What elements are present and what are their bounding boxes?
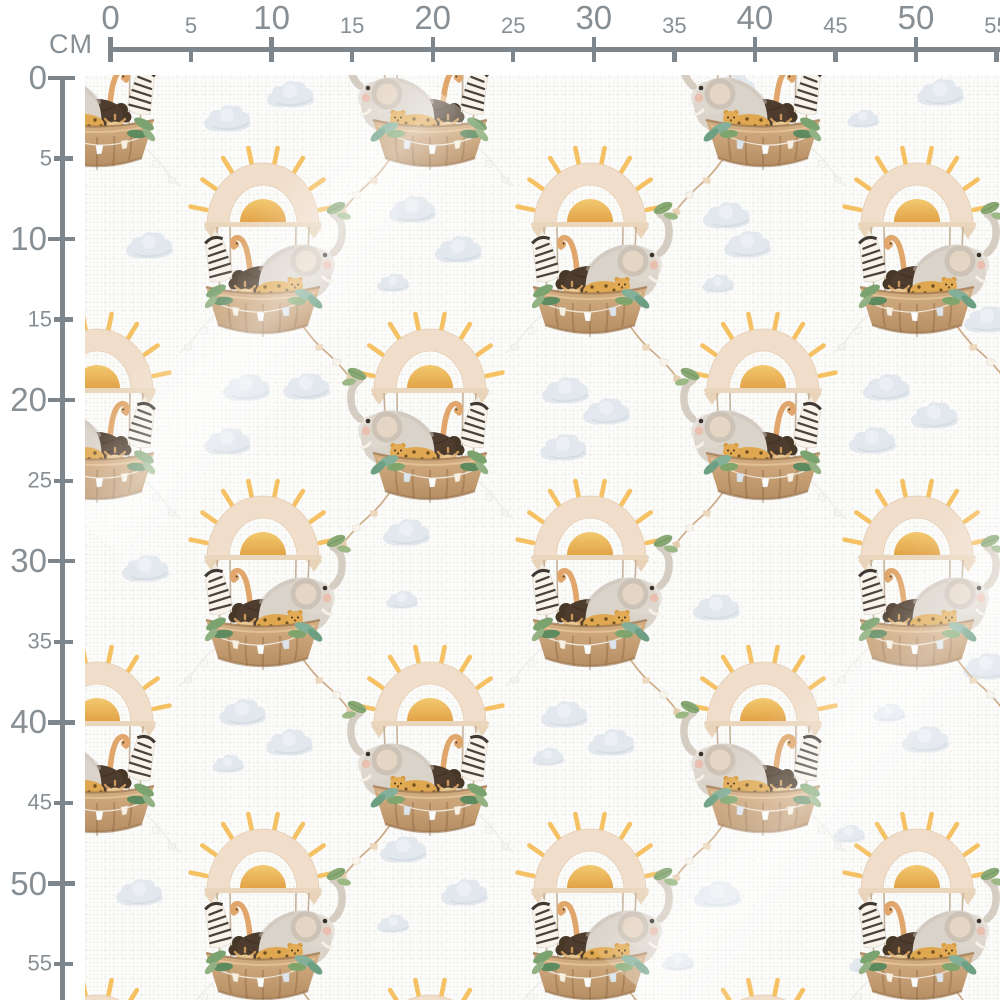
- cloud-motif: [587, 728, 636, 757]
- ruler-left-tick: [54, 800, 73, 806]
- cloud-motif: [266, 80, 315, 109]
- ruler-left-tick: [54, 961, 73, 967]
- hot-air-balloon-safari-motif: [151, 809, 375, 1000]
- ruler-top-tick: [994, 47, 999, 62]
- ruler-top-tick-label: 45: [823, 13, 848, 38]
- hot-air-balloon-safari-motif: [651, 975, 875, 1000]
- ruler-left-tick-label: 20: [10, 381, 47, 419]
- ruler-top-tick: [752, 37, 758, 62]
- cloud-motif: [203, 104, 252, 133]
- cloud-motif: [434, 235, 483, 264]
- cloud-motif: [376, 272, 410, 292]
- cloud-motif: [265, 728, 314, 757]
- ruler-top-tick-label: 15: [339, 13, 365, 38]
- hot-air-balloon-safari-motif: [318, 975, 542, 1000]
- cloud-motif: [916, 78, 965, 107]
- ruler-left-tick-label: 30: [10, 542, 47, 580]
- ruler-top-tick-label: 35: [662, 13, 687, 38]
- ruler-top-tick: [591, 37, 596, 62]
- cloud-motif: [211, 753, 245, 773]
- cloud-motif: [701, 273, 735, 293]
- ruler-left-tick: [48, 881, 75, 886]
- ruler-left-tick-label: 50: [10, 864, 47, 902]
- ruler-top-tick: [430, 37, 435, 62]
- cloud-motif: [723, 230, 772, 259]
- cloud-motif: [582, 397, 631, 426]
- fabric-swatch: [85, 75, 1000, 1000]
- ruler-top-tick-label: 20: [414, 0, 452, 36]
- ruler-left-line: [60, 76, 65, 1000]
- ruler-top-tick: [833, 47, 838, 62]
- ruler-top-tick-label: 10: [253, 0, 290, 36]
- cloud-motif: [203, 427, 252, 456]
- ruler-left-tick-label: 55: [27, 950, 52, 976]
- cloud-motif: [385, 589, 419, 609]
- ruler-top-tick-label: 30: [575, 0, 613, 36]
- ruler-top-tick: [269, 37, 274, 62]
- ruler-top-tick: [913, 37, 919, 62]
- ruler-left-tick-label: 10: [10, 219, 47, 257]
- cloud-motif: [539, 433, 588, 462]
- ruler-top-tick: [108, 37, 113, 62]
- ruler-top-tick-label: 0: [101, 0, 120, 36]
- ruler-left-tick-label: 45: [27, 789, 52, 815]
- ruler-left-tick: [54, 156, 73, 161]
- ruler-top-tick-label: 50: [897, 0, 935, 36]
- ruler-left-tick: [48, 720, 75, 725]
- ruler-unit-label: CM: [49, 29, 93, 59]
- ruler-top-tick: [672, 47, 677, 62]
- cloud-motif: [376, 913, 410, 933]
- ruler-left-tick: [48, 559, 75, 564]
- ruler-top-tick: [188, 47, 194, 62]
- ruler-left-tick: [54, 317, 73, 322]
- ruler-top-tick: [511, 47, 516, 62]
- ruler-top-tick: [349, 47, 355, 62]
- ruler-top-tick-label: 40: [736, 0, 774, 36]
- ruler-left-tick: [48, 75, 75, 81]
- ruler-left-tick: [48, 236, 75, 242]
- ruler-top-line: [108, 47, 1000, 52]
- ruler-left-tick-label: 40: [10, 703, 47, 741]
- hot-air-balloon-safari-motif: [85, 975, 209, 1000]
- ruler-left-tick: [48, 398, 75, 403]
- cloud-motif: [910, 401, 959, 430]
- ruler-top-tick-label: 5: [184, 13, 198, 38]
- ruler-top-tick-label: 55: [984, 13, 1000, 38]
- ruler-left-tick-label: 5: [39, 145, 52, 171]
- hot-air-balloon-safari-motif: [805, 809, 1000, 1000]
- ruler-left-tick-label: 15: [27, 306, 52, 332]
- cloud-motif: [901, 725, 950, 754]
- ruler-left-tick: [54, 478, 73, 483]
- hot-air-balloon-safari-motif: [478, 809, 702, 1000]
- ruler-left-tick-label: 35: [27, 628, 52, 654]
- ruler-top-tick-label: 25: [501, 13, 526, 38]
- ruler-left-tick-label: 25: [27, 467, 52, 493]
- ruler-left-tick-label: 0: [28, 58, 47, 96]
- ruler-left-tick: [54, 639, 73, 645]
